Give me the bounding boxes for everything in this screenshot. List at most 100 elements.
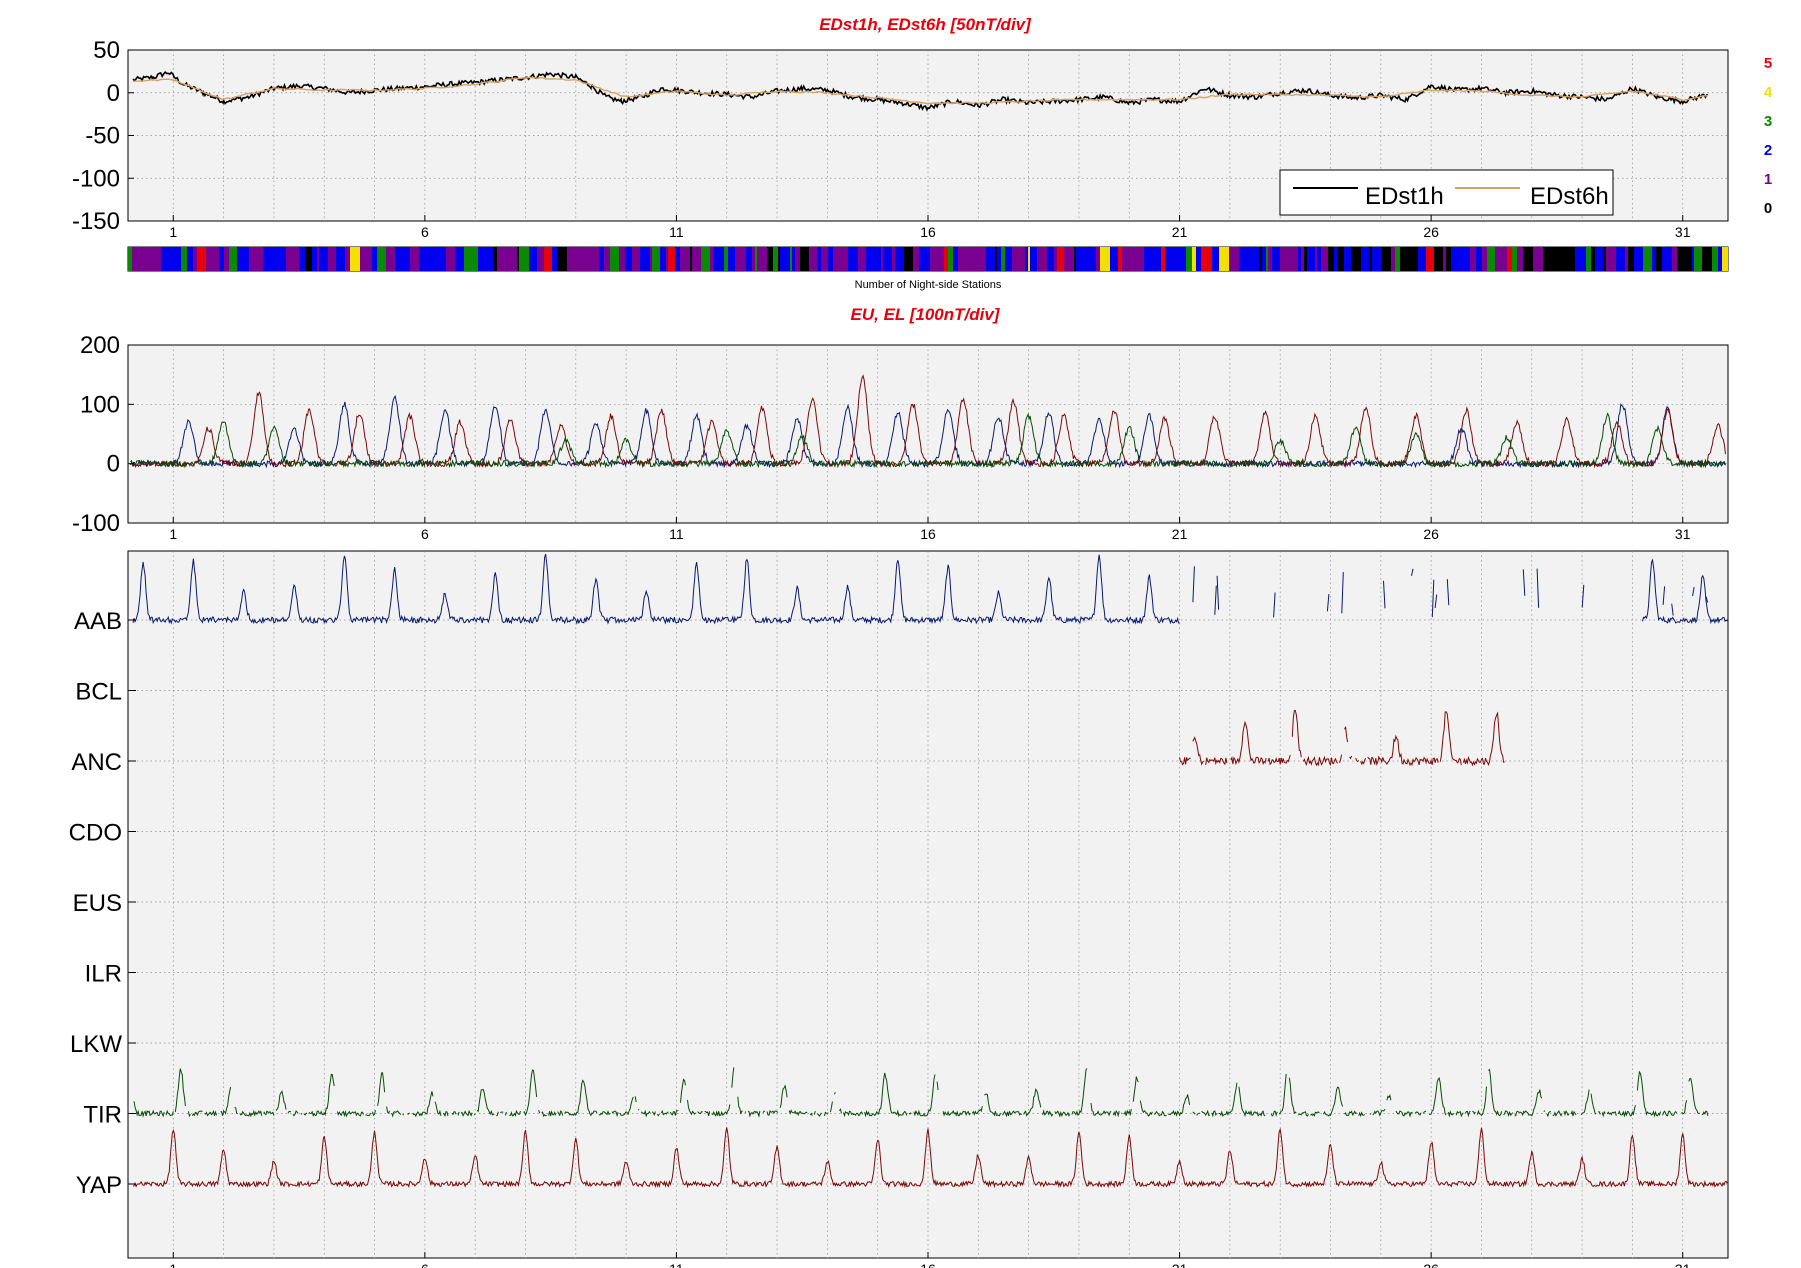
colorbar-stripe xyxy=(797,247,800,271)
stations-series xyxy=(132,553,1729,1189)
station-label: TIR xyxy=(83,1102,122,1129)
legend-box xyxy=(1279,169,1614,216)
colorbar-stripe xyxy=(1173,247,1183,271)
station-trace-anc xyxy=(1462,711,1505,767)
colorbar-stripe xyxy=(652,247,660,271)
station-trace-tir xyxy=(913,1074,936,1117)
colorbar-stripe xyxy=(1487,247,1491,271)
colorbar-stripe xyxy=(1110,247,1118,271)
colorbar-stripe xyxy=(1543,247,1551,271)
colorbar-stripe xyxy=(1304,247,1307,271)
colorbar-stripe xyxy=(171,247,181,271)
colorbar-stripe xyxy=(148,247,155,271)
colorbar-stripe xyxy=(1426,247,1434,271)
colorbar-stripe xyxy=(243,247,249,271)
station-trace-anc xyxy=(1302,755,1339,767)
colorbar-stripe xyxy=(263,247,271,271)
colorbar-stripe xyxy=(1328,247,1334,271)
count-scale-value: 1 xyxy=(1764,171,1772,188)
colorbar-stripe xyxy=(701,247,710,271)
x-tick-label: 11 xyxy=(669,1261,684,1268)
station-trace-tir xyxy=(687,1099,696,1116)
eu-el-series-2 xyxy=(130,412,1726,469)
colorbar-stripe xyxy=(1266,247,1268,271)
colorbar-stripe xyxy=(1239,247,1244,271)
colorbar-stripe xyxy=(1369,247,1372,271)
colorbar-stripe xyxy=(1234,247,1239,271)
station-trace-tir xyxy=(1297,1111,1309,1117)
colorbar-stripe xyxy=(519,247,527,271)
colorbar-stripe xyxy=(892,247,895,271)
station-trace-tir xyxy=(829,1101,833,1113)
colorbar-stripe xyxy=(1410,247,1412,271)
colorbar-stripe xyxy=(537,247,544,271)
colorbar-stripe xyxy=(962,247,972,271)
station-label: ANC xyxy=(71,749,122,776)
colorbar-stripe xyxy=(1183,247,1186,271)
x-tick-label: 21 xyxy=(1172,1261,1188,1268)
colorbar-stripe xyxy=(597,247,599,271)
station-trace-tir xyxy=(1590,1093,1597,1115)
station-trace-tir xyxy=(704,1110,711,1117)
colorbar-stripe xyxy=(1081,247,1083,271)
colorbar-stripe xyxy=(275,247,278,271)
colorbar-stripe xyxy=(1476,247,1482,271)
colorbar-stripe xyxy=(557,247,567,271)
colorbar-stripe xyxy=(972,247,980,271)
station-trace-tir xyxy=(833,1092,836,1095)
station-trace-tir xyxy=(731,1067,735,1088)
colorbar-stripe xyxy=(135,247,141,271)
station-trace-tir xyxy=(1201,1109,1211,1117)
colorbar-stripe xyxy=(930,247,940,271)
station-trace-tir xyxy=(496,1111,499,1117)
station-label: BCL xyxy=(75,679,122,706)
colorbar-stripe xyxy=(283,247,286,271)
colorbar-stripe xyxy=(1032,247,1037,271)
colorbar-stripe xyxy=(271,247,275,271)
station-trace-tir xyxy=(711,1104,731,1117)
colorbar-stripe xyxy=(668,247,675,271)
colorbar-stripe xyxy=(913,247,919,271)
colorbar-stripe xyxy=(1021,247,1025,271)
colorbar-stripe xyxy=(1625,247,1628,271)
colorbar-stripe xyxy=(1351,247,1361,271)
colorbar-stripe xyxy=(367,247,372,271)
colorbar-stripe xyxy=(1395,247,1400,271)
colorbar-stripe xyxy=(544,247,552,271)
colorbar-stripe xyxy=(1334,247,1338,271)
colorbar-stripe xyxy=(809,247,817,271)
colorbar-stripe xyxy=(953,247,958,271)
station-trace-tir xyxy=(1211,1110,1218,1118)
colorbar-stripe xyxy=(1317,247,1321,271)
colorbar-stripe xyxy=(1361,247,1369,271)
station-label: ILR xyxy=(85,961,122,988)
colorbar-stripe xyxy=(1694,247,1702,271)
colorbar-stripe xyxy=(1677,247,1686,271)
station-trace-tir xyxy=(500,1111,504,1114)
x-tick-label: 16 xyxy=(920,224,936,240)
colorbar-stripe xyxy=(866,247,871,271)
colorbar-stripe xyxy=(499,247,505,271)
colorbar-stripe xyxy=(1118,247,1122,271)
colorbar-stripe xyxy=(493,247,497,271)
colorbar-stripe xyxy=(1434,247,1441,271)
colorbar-stripe xyxy=(721,247,724,271)
station-trace-tir xyxy=(564,1079,598,1117)
colorbar-stripe xyxy=(690,247,692,271)
colorbar-stripe xyxy=(1523,247,1525,271)
colorbar-stripe xyxy=(1144,247,1154,271)
colorbar-stripe xyxy=(1064,247,1066,271)
station-trace-tir xyxy=(1002,1110,1022,1118)
colorbar-stripe xyxy=(191,247,193,271)
station-trace-tir xyxy=(817,1112,822,1117)
x-tick-label: 1 xyxy=(169,224,177,240)
colorbar-stripe xyxy=(1418,247,1421,271)
colorbar-stripe xyxy=(412,247,414,271)
station-trace-tir xyxy=(263,1110,275,1116)
station-trace-tir xyxy=(1563,1110,1570,1117)
station-trace-tir xyxy=(1112,1109,1120,1118)
station-trace-anc xyxy=(1339,754,1343,764)
station-trace-tir xyxy=(1617,1105,1636,1118)
